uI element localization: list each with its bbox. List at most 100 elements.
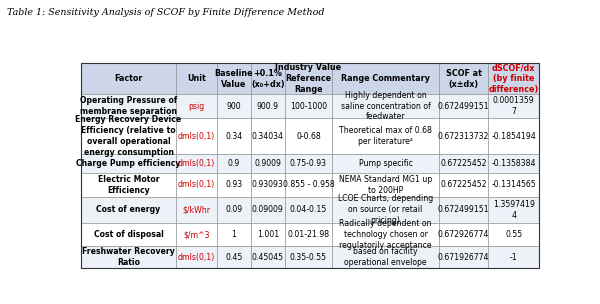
Text: 0.67225452: 0.67225452 xyxy=(440,180,487,189)
Text: Industry Value
Reference
Range: Industry Value Reference Range xyxy=(275,64,341,94)
Bar xyxy=(80,64,176,94)
Bar xyxy=(439,173,488,197)
Bar xyxy=(251,247,285,268)
Bar xyxy=(217,197,251,223)
Bar xyxy=(332,154,439,173)
Bar xyxy=(332,118,439,154)
Bar xyxy=(251,118,285,154)
Text: -0.1358384: -0.1358384 xyxy=(491,159,536,168)
Bar xyxy=(80,64,539,268)
Bar xyxy=(217,118,251,154)
Text: 0.672499151: 0.672499151 xyxy=(438,205,490,214)
Text: dmls(0,1): dmls(0,1) xyxy=(178,159,215,168)
Text: Highly dependent on
saline concentration of
feedwater: Highly dependent on saline concentration… xyxy=(341,91,430,121)
Text: Freshwater Recovery
Ratio: Freshwater Recovery Ratio xyxy=(82,247,175,267)
Text: Theoretical max of 0.68
per literature⁴: Theoretical max of 0.68 per literature⁴ xyxy=(339,126,432,146)
Bar xyxy=(439,197,488,223)
Bar xyxy=(439,118,488,154)
Bar xyxy=(439,247,488,268)
Text: dSCOF/dx
(by finite
difference): dSCOF/dx (by finite difference) xyxy=(488,64,539,94)
Text: 0.09009: 0.09009 xyxy=(252,205,284,214)
Text: 1.001: 1.001 xyxy=(257,230,279,239)
Bar xyxy=(80,247,176,268)
Text: 0.45: 0.45 xyxy=(225,253,242,262)
Text: LCOE Charts, depending
on source (or retail
pricing): LCOE Charts, depending on source (or ret… xyxy=(338,194,433,225)
Text: 0-0.68: 0-0.68 xyxy=(296,132,321,140)
Text: based on facility
operational envelope: based on facility operational envelope xyxy=(344,247,427,267)
Bar xyxy=(285,154,332,173)
Bar xyxy=(80,118,176,154)
Bar xyxy=(217,173,251,197)
Bar xyxy=(80,94,176,118)
Text: 0.671926774: 0.671926774 xyxy=(438,253,490,262)
Text: dmls(0,1): dmls(0,1) xyxy=(178,180,215,189)
Bar xyxy=(285,197,332,223)
Bar xyxy=(80,154,176,173)
Bar xyxy=(439,64,488,94)
Bar xyxy=(217,223,251,247)
Text: Energy Recovery Device
Efficiency (relative to
overall operational
energy consum: Energy Recovery Device Efficiency (relat… xyxy=(76,116,182,157)
Bar xyxy=(285,223,332,247)
Text: Operating Pressure of
membrane separation: Operating Pressure of membrane separatio… xyxy=(80,96,177,116)
Bar xyxy=(488,94,539,118)
Text: SCOF at
(x±dx): SCOF at (x±dx) xyxy=(446,69,482,88)
Text: -1: -1 xyxy=(510,253,518,262)
Bar xyxy=(176,173,217,197)
Text: 0.04-0.15: 0.04-0.15 xyxy=(290,205,327,214)
Bar xyxy=(285,247,332,268)
Text: Factor: Factor xyxy=(115,74,143,83)
Text: 0.855 - 0.958: 0.855 - 0.958 xyxy=(283,180,334,189)
Bar xyxy=(176,197,217,223)
Text: Unit: Unit xyxy=(187,74,206,83)
Text: 0.01-21.98: 0.01-21.98 xyxy=(287,230,329,239)
Bar xyxy=(80,173,176,197)
Bar xyxy=(332,64,439,94)
Text: 0.09: 0.09 xyxy=(225,205,242,214)
Bar xyxy=(439,223,488,247)
Text: Charge Pump efficiency: Charge Pump efficiency xyxy=(76,159,181,168)
Bar xyxy=(332,173,439,197)
Bar xyxy=(251,154,285,173)
Bar xyxy=(80,197,176,223)
Text: Baseline
Value: Baseline Value xyxy=(215,69,253,88)
Text: psig: psig xyxy=(188,102,205,110)
Text: 0.9: 0.9 xyxy=(228,159,240,168)
Text: 0.67225452: 0.67225452 xyxy=(440,159,487,168)
Bar xyxy=(285,118,332,154)
Text: 0.0001359
7: 0.0001359 7 xyxy=(493,96,535,116)
Bar xyxy=(285,94,332,118)
Text: 100-1000: 100-1000 xyxy=(290,102,327,110)
Bar xyxy=(80,223,176,247)
Bar xyxy=(488,64,539,94)
Bar xyxy=(332,94,439,118)
Bar xyxy=(285,64,332,94)
Text: 0.93: 0.93 xyxy=(225,180,242,189)
Text: Electric Motor
Efficiency: Electric Motor Efficiency xyxy=(98,175,160,195)
Text: 1: 1 xyxy=(232,230,236,239)
Text: 0.672313732: 0.672313732 xyxy=(438,132,490,140)
Bar xyxy=(251,197,285,223)
Bar xyxy=(285,173,332,197)
Bar xyxy=(488,223,539,247)
Bar xyxy=(251,173,285,197)
Text: 0.45045: 0.45045 xyxy=(252,253,284,262)
Bar xyxy=(332,247,439,268)
Bar xyxy=(488,247,539,268)
Text: Pump specific: Pump specific xyxy=(359,159,413,168)
Text: 1.3597419
4: 1.3597419 4 xyxy=(493,200,535,219)
Text: 900: 900 xyxy=(227,102,241,110)
Text: NEMA Standard MG1 up
to 200HP: NEMA Standard MG1 up to 200HP xyxy=(339,175,432,195)
Text: 0.35-0.55: 0.35-0.55 xyxy=(290,253,327,262)
Bar xyxy=(217,247,251,268)
Text: dmls(0,1): dmls(0,1) xyxy=(178,253,215,262)
Text: dmls(0,1): dmls(0,1) xyxy=(178,132,215,140)
Text: Radically dependent on
technology chosen or
regulatorily acceptance: Radically dependent on technology chosen… xyxy=(339,219,432,250)
Text: -0.1854194: -0.1854194 xyxy=(491,132,536,140)
Text: 0.34: 0.34 xyxy=(225,132,242,140)
Bar xyxy=(251,64,285,94)
Bar xyxy=(217,64,251,94)
Text: Table 1: Sensitivity Analysis of SCOF by Finite Difference Method: Table 1: Sensitivity Analysis of SCOF by… xyxy=(7,8,325,17)
Bar xyxy=(251,223,285,247)
Bar xyxy=(439,154,488,173)
Bar xyxy=(176,223,217,247)
